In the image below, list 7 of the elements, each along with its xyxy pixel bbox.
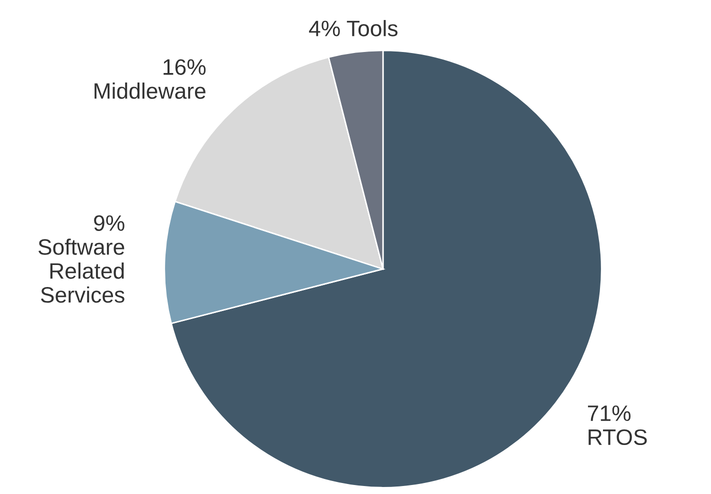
slice-label: 4% Tools xyxy=(309,20,398,36)
data-label: 9% xyxy=(94,215,124,231)
data-label: 16% xyxy=(164,59,206,75)
slice-label: Software Related Services xyxy=(38,238,124,303)
slice-label: Middleware xyxy=(94,82,206,99)
slice-label: RTOS xyxy=(588,429,647,446)
data-label: 71% xyxy=(588,405,631,422)
